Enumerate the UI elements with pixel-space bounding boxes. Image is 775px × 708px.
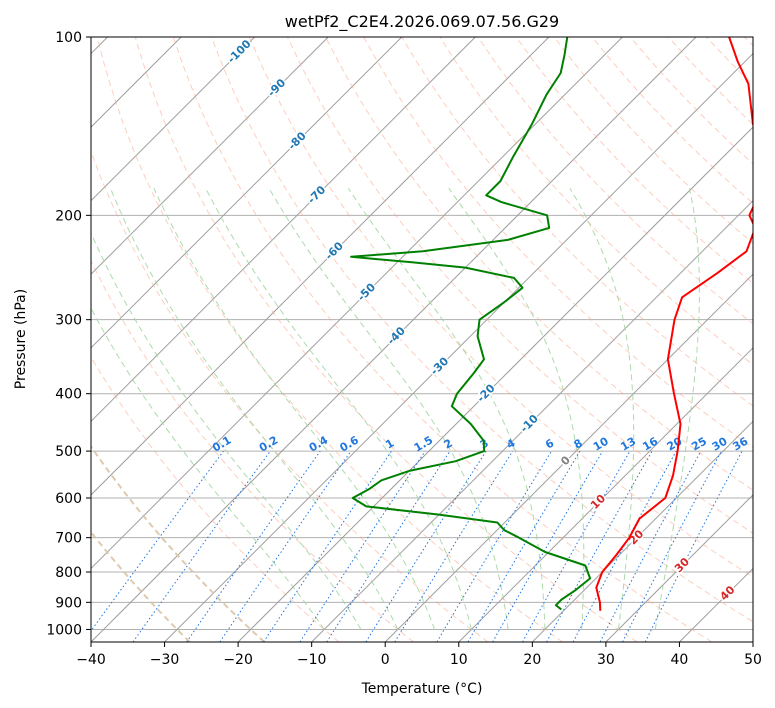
- x-tick-label: −30: [150, 652, 180, 668]
- y-axis: 100 200 300 400 500 600 700 800 900 1000: [46, 30, 91, 638]
- plot-frame: [90, 36, 754, 643]
- y-tick-label: 700: [55, 531, 82, 547]
- y-tick-label: 600: [55, 491, 82, 507]
- isotherm-line: [91, 37, 697, 642]
- mixing-ratio-line: [299, 450, 426, 642]
- y-tick-label: 100: [55, 30, 82, 46]
- dry-adiabat-line: [91, 259, 414, 642]
- dry-adiabat-line: [287, 37, 753, 534]
- dry-adiabat-line: [515, 37, 753, 284]
- dry-adiabat-line: [91, 444, 265, 642]
- y-tick-label: 800: [55, 565, 82, 581]
- dewpoint-profile-line: [350, 37, 592, 611]
- x-tick-label: 0: [381, 652, 390, 668]
- temperature-profile-line: [595, 37, 753, 611]
- isotherm-line: [91, 37, 256, 202]
- x-tick-label: 40: [671, 652, 689, 668]
- x-tick-label: 20: [523, 652, 541, 668]
- mixing-ratio-lines: [91, 450, 743, 642]
- x-tick-label: −20: [223, 652, 253, 668]
- isotherm-line: [91, 37, 550, 496]
- isotherms: [91, 37, 753, 642]
- moist-adiabat-line: [91, 307, 325, 630]
- y-tick-label: 500: [55, 444, 82, 460]
- isotherm-line: [458, 347, 753, 642]
- moist-adiabat-line: [109, 188, 399, 630]
- isotherm-line: [91, 37, 476, 423]
- moist-adiabat-line: [91, 231, 362, 630]
- y-axis-title: Pressure (hPa): [13, 289, 29, 389]
- x-tick-label: 10: [450, 652, 468, 668]
- mixing-ratio-line: [186, 450, 321, 642]
- mixing-ratio-line: [644, 450, 743, 642]
- mixing-ratio-line: [219, 450, 352, 642]
- sounding-series: [350, 37, 753, 611]
- dry-adiabat-line: [325, 37, 753, 491]
- x-axis: −40 −30 −20 −10 0 10 20 30 40 50: [76, 642, 762, 668]
- mixing-ratio-line: [91, 450, 224, 632]
- mixing-ratio-line: [326, 450, 451, 642]
- y-tick-label: 900: [55, 595, 82, 611]
- moist-adiabat-line: [347, 187, 546, 630]
- isotherm-line: [237, 126, 753, 642]
- x-tick-label: −40: [76, 652, 106, 668]
- moist-adiabat-line: [448, 187, 585, 630]
- x-tick-label: 30: [597, 652, 615, 668]
- isotherm-line: [164, 52, 753, 642]
- mixing-ratio-line: [263, 450, 392, 642]
- isotherm-line: [91, 37, 329, 275]
- x-axis-title: Temperature (°C): [361, 681, 483, 697]
- isotherm-line: [531, 420, 753, 642]
- isotherm-line: [91, 37, 403, 349]
- isotherm-line: [605, 494, 753, 642]
- dry-adiabats: [91, 37, 753, 642]
- mixing-ratio-line: [394, 450, 514, 642]
- chart-title: wetPf2_C2E4.2026.069.07.56.G29: [285, 12, 559, 32]
- dry-adiabat-line: [248, 37, 753, 578]
- y-tick-label: 400: [55, 387, 82, 403]
- dry-adiabat-line: [210, 37, 753, 623]
- y-tick-label: 300: [55, 313, 82, 329]
- moist-adiabat-line: [268, 187, 509, 630]
- mixing-ratio-line: [572, 450, 677, 642]
- mixing-ratio-line: [522, 450, 631, 642]
- mixing-ratio-line: [546, 450, 653, 642]
- dry-adiabat-line: [91, 356, 340, 642]
- y-tick-label: 200: [55, 208, 82, 224]
- isotherm-line: [91, 37, 623, 570]
- y-tick-label: 1000: [46, 622, 82, 638]
- dry-adiabat-line: [96, 37, 563, 642]
- x-tick-label: −10: [297, 652, 327, 668]
- plot-area: [91, 37, 753, 642]
- isotherm-line: [384, 273, 753, 642]
- dry-adiabat-line: [172, 37, 713, 642]
- pressure-gridlines: [91, 37, 753, 630]
- x-tick-label: 50: [744, 652, 762, 668]
- mixing-ratio-line: [132, 450, 271, 642]
- dry-adiabat-line: [134, 37, 638, 642]
